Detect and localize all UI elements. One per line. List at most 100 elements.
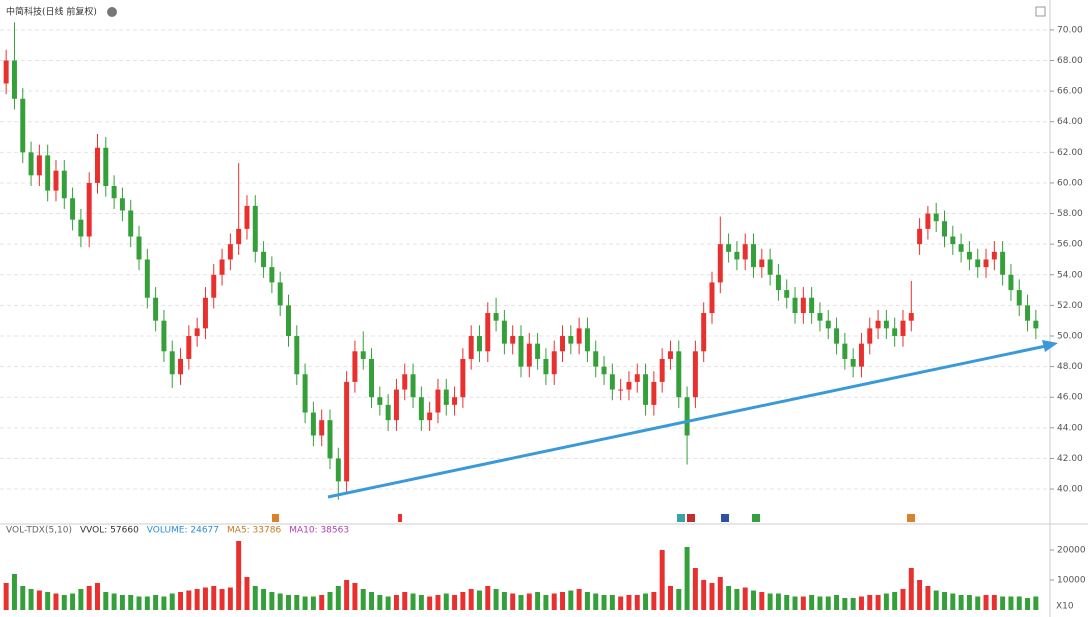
candle-body — [875, 320, 881, 329]
candle-body — [601, 366, 607, 375]
volume-bar — [78, 589, 84, 610]
candle-body — [443, 389, 449, 405]
candle-body — [28, 152, 34, 176]
volume-bar — [1025, 598, 1031, 610]
volume-bar — [867, 595, 873, 610]
volume-bar — [858, 596, 864, 610]
candle-body — [236, 228, 242, 245]
candle-body — [319, 420, 325, 436]
volume-unit: X10 — [1056, 602, 1074, 612]
candle-body — [676, 351, 682, 398]
volume-bar — [418, 595, 424, 610]
candle-body — [45, 155, 51, 191]
candle-body — [53, 170, 59, 191]
candle-body — [568, 335, 574, 344]
volume-bar — [1000, 596, 1006, 610]
volume-bar — [784, 595, 790, 610]
grid — [0, 29, 1050, 490]
candle-body — [61, 170, 67, 199]
volume-bar — [792, 596, 798, 610]
candle-body — [584, 328, 590, 352]
volume-bar — [975, 596, 981, 610]
y-tick-label: 70.00 — [1057, 25, 1083, 35]
volume-bar — [119, 595, 125, 610]
candle-body — [153, 297, 159, 321]
candle-body — [11, 60, 17, 99]
volume-bar — [709, 583, 715, 610]
candle-body — [975, 259, 981, 268]
candle-body — [202, 297, 208, 329]
volume-bar — [468, 589, 474, 610]
volume-bar — [659, 550, 665, 610]
y-tick-label: 60.00 — [1057, 178, 1083, 188]
volume-bar — [70, 593, 76, 610]
volume-bar — [535, 592, 541, 610]
volume-bar — [385, 596, 391, 610]
event-markers — [272, 514, 915, 522]
volume-bar — [319, 595, 325, 610]
volume-bar — [335, 586, 341, 610]
y-tick-label: 68.00 — [1057, 56, 1083, 66]
candle-body — [144, 259, 150, 298]
volume-bar — [452, 595, 458, 610]
candle-body — [410, 374, 416, 398]
volume-bar — [701, 580, 707, 610]
volume-bar — [1033, 596, 1039, 610]
candle-body — [468, 335, 474, 359]
candle-body — [261, 251, 267, 268]
candle-body — [252, 205, 258, 252]
event-marker[interactable] — [398, 514, 402, 522]
volume-bar — [369, 592, 375, 610]
window-icon[interactable] — [1035, 6, 1046, 17]
event-marker[interactable] — [721, 514, 729, 522]
volume-bar — [501, 592, 507, 610]
volume-bar — [244, 577, 250, 610]
candle-body — [369, 358, 375, 398]
volume-bar — [775, 593, 781, 610]
volume-bar — [560, 592, 566, 610]
candle-body — [20, 98, 26, 153]
volume-bar — [410, 593, 416, 610]
event-marker[interactable] — [687, 514, 695, 522]
volume-bar — [900, 589, 906, 610]
volume-bar — [991, 595, 997, 610]
volume-bar — [618, 596, 624, 610]
volume-bar — [186, 590, 192, 610]
volume-bar — [377, 595, 383, 610]
candle-body — [775, 274, 781, 291]
volume-bar — [178, 592, 184, 610]
volume-bar — [136, 596, 142, 610]
event-marker[interactable] — [752, 514, 760, 522]
volume-bar — [285, 595, 291, 610]
candle-body — [227, 244, 233, 260]
candle-body — [933, 213, 939, 222]
candle-body — [684, 397, 690, 436]
settings-icon[interactable] — [107, 7, 117, 17]
candle-body — [186, 335, 192, 359]
candle-body — [377, 397, 383, 405]
volume-bar — [892, 592, 898, 610]
candle-body — [1016, 290, 1022, 306]
event-marker[interactable] — [272, 514, 279, 522]
volume-bar — [917, 580, 923, 610]
indicator-label: MA10: 38563 — [289, 526, 349, 536]
candle-body — [310, 412, 316, 436]
chart-title: 中简科技(日线 前复权) — [6, 6, 97, 18]
volume-bar — [1016, 596, 1022, 610]
volume-bar — [476, 590, 482, 610]
event-marker[interactable] — [907, 514, 915, 522]
volume-bar — [651, 592, 657, 610]
volume-bar — [194, 589, 200, 610]
candle-body — [701, 313, 707, 352]
candle-body — [593, 351, 599, 367]
volume-bar — [161, 596, 167, 610]
volume-bar — [111, 593, 117, 610]
candle-body — [476, 335, 482, 352]
volume-bar — [53, 593, 59, 610]
volume-bar — [236, 541, 242, 610]
volume-bar — [950, 593, 956, 610]
candle-body — [742, 244, 748, 260]
candle-body — [626, 381, 632, 390]
event-marker[interactable] — [677, 514, 685, 522]
